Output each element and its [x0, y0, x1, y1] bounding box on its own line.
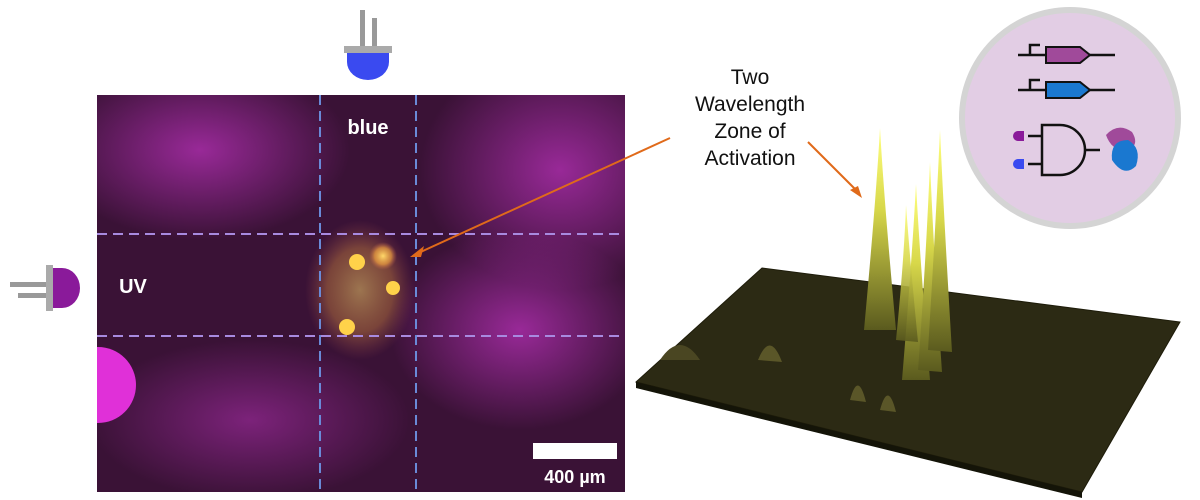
active-cell	[369, 242, 397, 270]
led-body	[53, 268, 80, 308]
gene-blue	[1045, 81, 1092, 99]
blue-led	[344, 10, 392, 80]
glow-region	[390, 230, 625, 430]
active-cell	[339, 319, 355, 335]
peak	[864, 128, 896, 330]
annotation-line: Wavelength	[695, 93, 805, 116]
mini-uv-led	[1013, 131, 1024, 141]
led-body	[347, 53, 389, 80]
small-peak	[880, 395, 896, 412]
gate-body	[1040, 123, 1087, 177]
promoter	[1028, 43, 1040, 55]
annotation-arrow	[413, 137, 671, 256]
annotation-line: Zone of	[714, 120, 785, 143]
annotation-line: Activation	[704, 147, 795, 170]
mini-blue-led	[1013, 159, 1024, 169]
micrograph	[97, 95, 625, 492]
gene-purple	[1045, 46, 1092, 64]
small-peak	[850, 385, 866, 402]
scale-bar	[533, 443, 617, 459]
promoter	[1028, 78, 1040, 90]
led-pin	[360, 10, 365, 50]
blue-label: blue	[347, 117, 388, 139]
led-rim	[344, 46, 392, 53]
led-pin	[372, 18, 377, 50]
annotation: Two Wavelength Zone of Activation	[695, 66, 805, 170]
scale-bar-label: 400 µm	[544, 467, 605, 487]
led-pin	[18, 293, 50, 298]
peak	[928, 130, 952, 352]
annotation-line: Two	[731, 66, 770, 89]
small-peak	[758, 345, 782, 362]
circuit-inset	[959, 7, 1181, 229]
annotation-arrow	[807, 141, 859, 193]
led-rim	[46, 265, 53, 311]
peak	[896, 205, 918, 342]
protein-blue	[1111, 140, 1138, 171]
glow-region	[97, 340, 410, 492]
uv-led	[10, 265, 80, 311]
zone-lines	[97, 233, 625, 337]
surface-edge	[636, 382, 1082, 498]
arrow-head	[410, 246, 424, 257]
small-peak	[660, 345, 700, 360]
inset-circle	[959, 7, 1181, 229]
bright-cell	[97, 347, 136, 423]
arrow-head	[850, 186, 862, 198]
glow-region	[97, 95, 350, 240]
led-pin	[10, 282, 50, 287]
active-cell	[386, 281, 400, 295]
surface-plot	[634, 128, 1181, 498]
zone-lines	[319, 95, 417, 492]
active-cell	[349, 254, 365, 270]
and-gate	[1028, 123, 1100, 177]
uv-label: UV	[119, 276, 147, 298]
